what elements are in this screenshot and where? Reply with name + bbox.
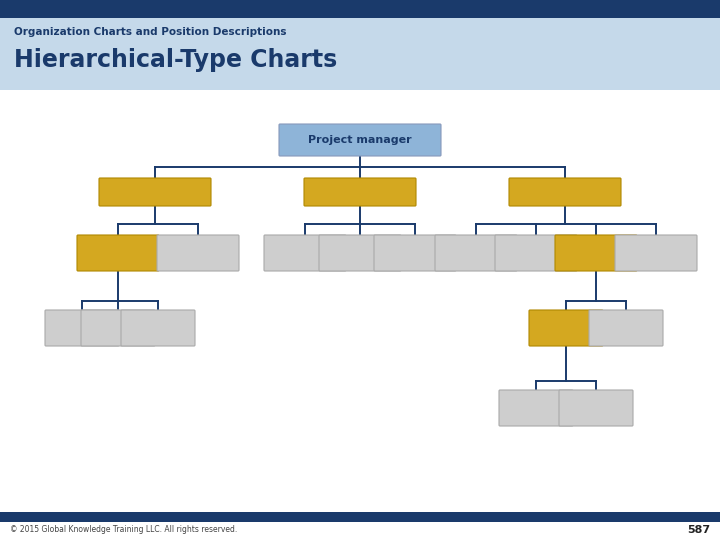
- FancyBboxPatch shape: [279, 124, 441, 156]
- Text: Project manager: Project manager: [308, 135, 412, 145]
- FancyBboxPatch shape: [77, 235, 159, 271]
- Bar: [0, 0, 720, 90]
- FancyBboxPatch shape: [99, 178, 211, 206]
- FancyBboxPatch shape: [374, 235, 456, 271]
- FancyBboxPatch shape: [121, 310, 195, 346]
- FancyBboxPatch shape: [589, 310, 663, 346]
- FancyBboxPatch shape: [304, 178, 416, 206]
- FancyBboxPatch shape: [435, 235, 517, 271]
- Text: © 2015 Global Knowledge Training LLC. All rights reserved.: © 2015 Global Knowledge Training LLC. Al…: [10, 525, 238, 535]
- Bar: [0, 0, 720, 18]
- FancyBboxPatch shape: [157, 235, 239, 271]
- FancyBboxPatch shape: [615, 235, 697, 271]
- FancyBboxPatch shape: [509, 178, 621, 206]
- FancyBboxPatch shape: [81, 310, 155, 346]
- FancyBboxPatch shape: [529, 310, 603, 346]
- FancyBboxPatch shape: [45, 310, 119, 346]
- Text: 587: 587: [687, 525, 710, 535]
- FancyBboxPatch shape: [495, 235, 577, 271]
- FancyBboxPatch shape: [319, 235, 401, 271]
- Bar: [0, 512, 720, 522]
- FancyBboxPatch shape: [499, 390, 573, 426]
- Text: Hierarchical-Type Charts: Hierarchical-Type Charts: [14, 48, 337, 72]
- FancyBboxPatch shape: [559, 390, 633, 426]
- Text: Organization Charts and Position Descriptions: Organization Charts and Position Descrip…: [14, 27, 287, 37]
- FancyBboxPatch shape: [555, 235, 637, 271]
- FancyBboxPatch shape: [264, 235, 346, 271]
